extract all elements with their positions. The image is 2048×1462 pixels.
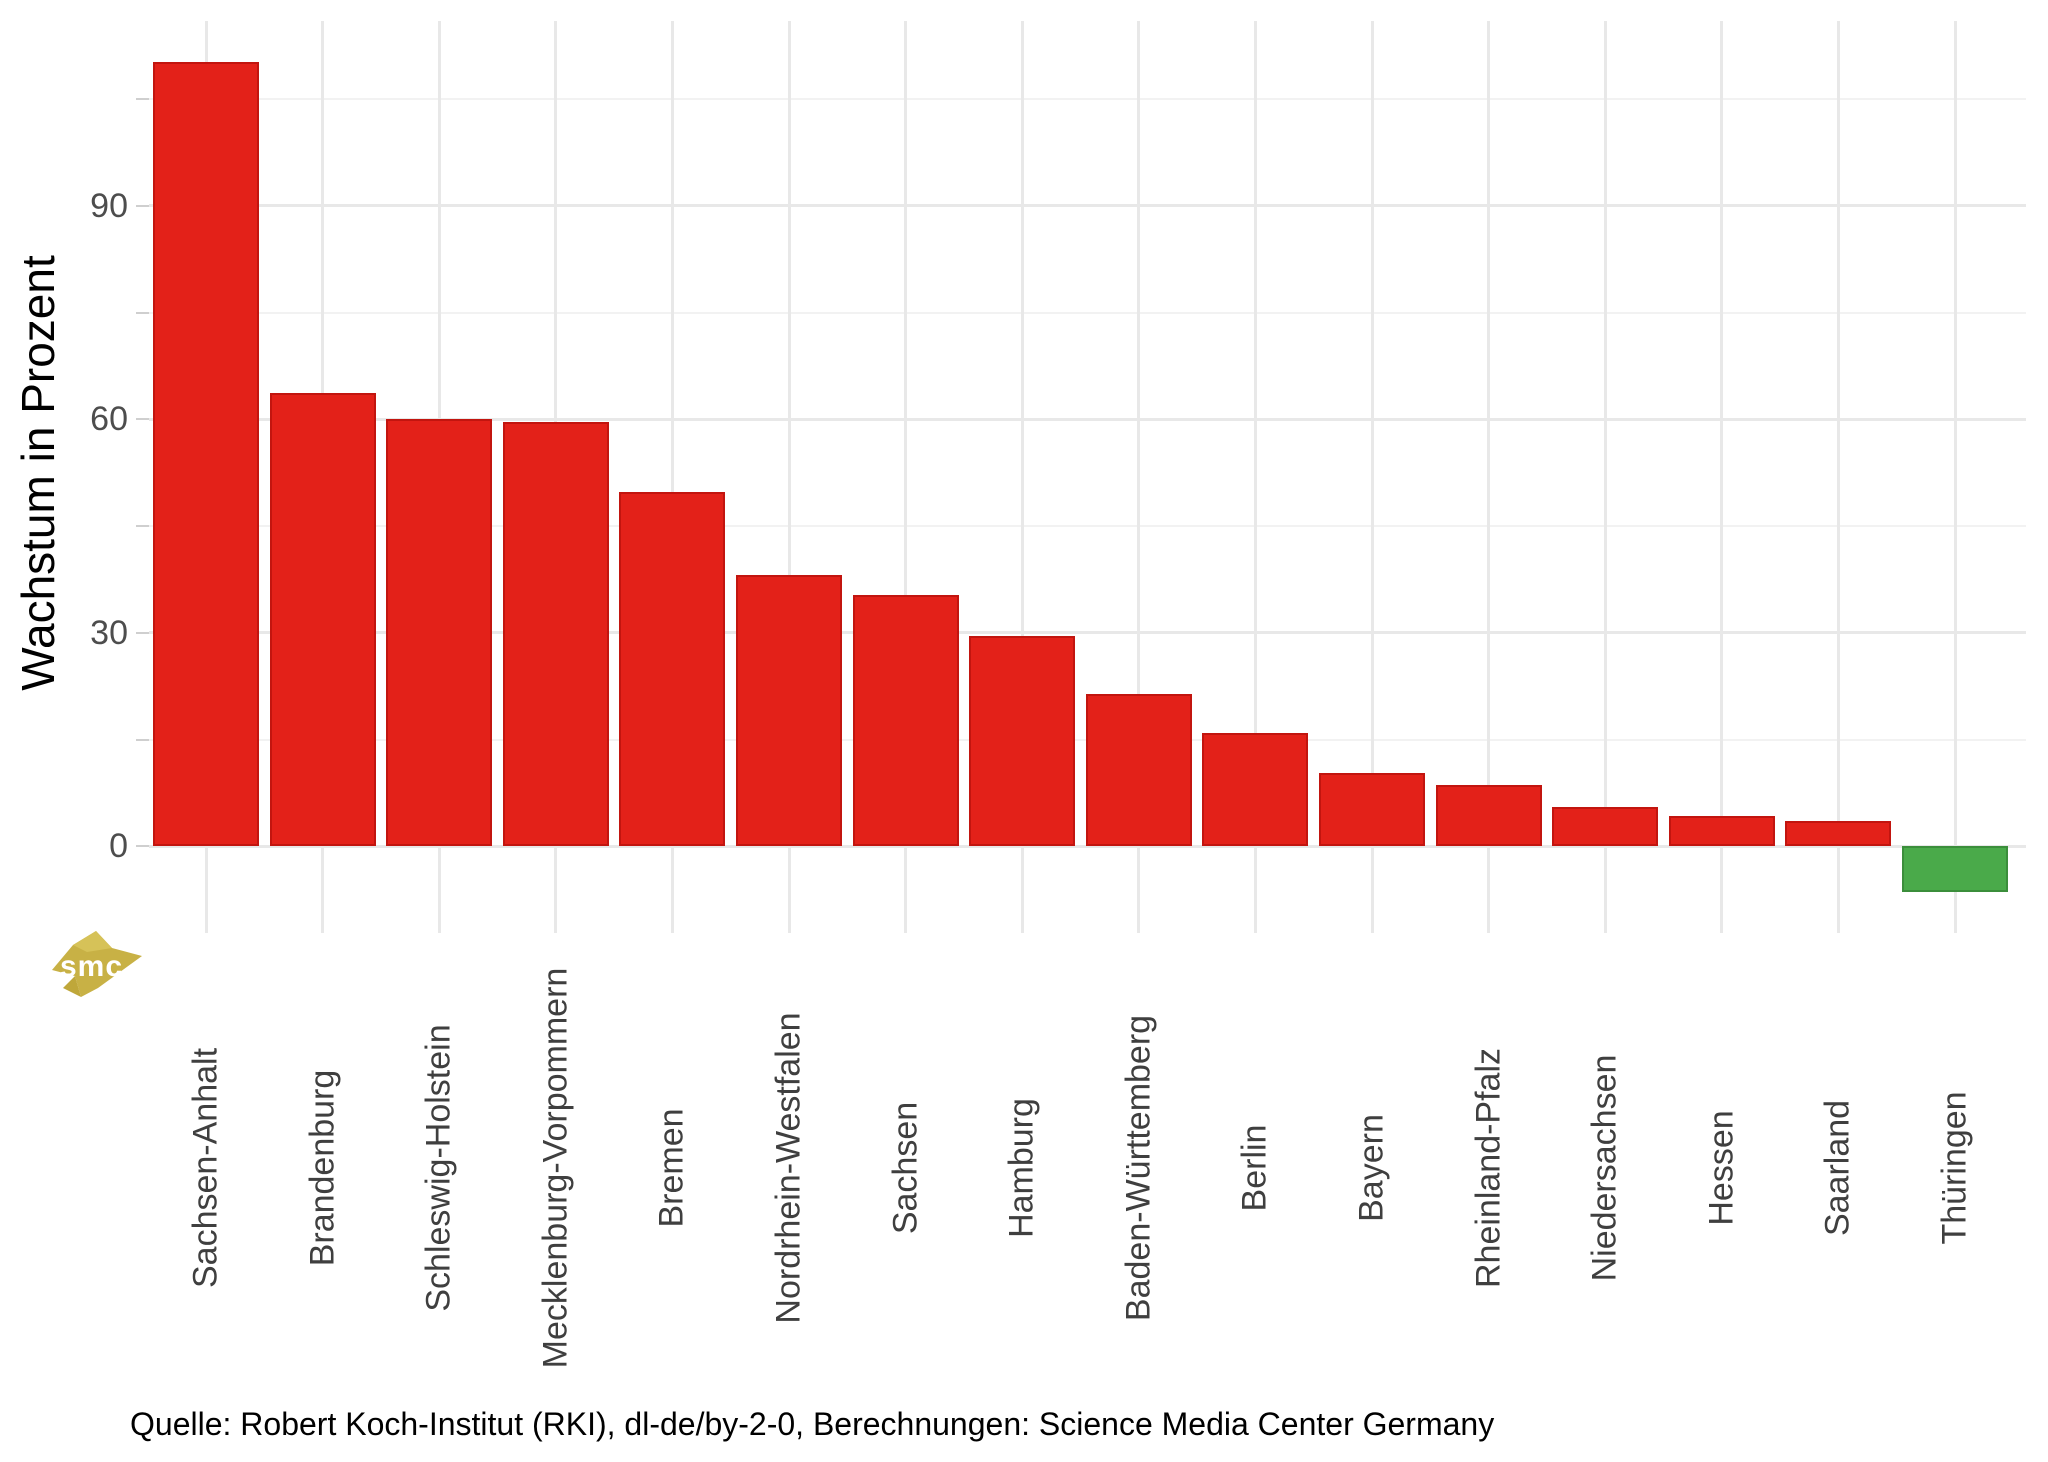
bar-sachsen [852,595,959,847]
gridline-major [149,844,2026,848]
bar-bremen [619,491,726,847]
x-axis-label: Hessen [1702,1110,1741,1226]
gridline-vertical [1137,21,1141,933]
smc-logo-shape [52,931,142,997]
x-axis-label: Thüringen [1935,1091,1974,1245]
gridline-vertical [670,21,674,933]
x-axis-label: Saarland [1818,1099,1857,1237]
gridline-vertical [1487,21,1491,933]
bar-nordrhein-westfalen [736,575,842,847]
x-axis-label: Berlin [1235,1124,1274,1212]
x-axis-label: Nordrhein-Westfalen [769,1012,808,1324]
y-axis-tick [136,845,149,848]
bar-hessen [1668,816,1775,847]
bar-hamburg [969,636,1076,847]
gridline-minor [149,98,2026,101]
gridline-vertical [1603,21,1607,933]
smc-logo: smc [52,931,142,997]
gridline-vertical [787,21,791,933]
bar-schleswig-holstein [386,418,493,847]
bar-saarland [1785,821,1892,847]
x-axis-label: Niedersachsen [1585,1054,1624,1282]
gridline-major [149,204,2026,208]
smc-logo-facet [73,931,112,952]
y-axis-title: Wachstum in Prozent [12,255,64,691]
x-axis-label: Sachsen [886,1101,925,1235]
bar-baden-w-rttemberg [1085,693,1192,847]
y-axis-tick [136,98,149,101]
x-axis-label: Bayern [1352,1114,1391,1222]
gridline-vertical [1720,21,1724,933]
bar-berlin [1202,733,1309,847]
gridline-minor [149,525,2026,528]
y-axis-tick [136,631,149,634]
x-axis-label: Baden-Württemberg [1119,1014,1158,1322]
x-axis-label: Hamburg [1002,1098,1041,1238]
x-axis-label: Brandenburg [303,1069,342,1267]
bar-brandenburg [269,393,376,847]
y-axis-tick-label: 90 [90,186,128,225]
x-axis-label: Rheinland-Pfalz [1469,1047,1508,1289]
gridline-major [149,631,2026,635]
y-axis-tick-label: 30 [90,613,128,652]
bar-niedersachsen [1552,807,1659,847]
source-caption: Quelle: Robert Koch-Institut (RKI), dl-d… [130,1406,1495,1442]
bar-sachsen-anhalt [153,62,259,847]
y-axis-tick [136,738,149,741]
gridline-vertical [1253,21,1257,933]
smc-logo-facet2 [63,976,81,997]
gridline-vertical [904,21,908,933]
bar-rheinland-pfalz [1435,785,1542,847]
y-axis-tick [136,525,149,528]
bar-bayern [1319,772,1425,847]
y-axis-tick [136,418,149,421]
smc-logo-text: smc [60,950,123,983]
gridline-major [149,417,2026,421]
gridline-vertical [1370,21,1374,933]
y-axis-tick [136,311,149,314]
gridline-vertical [1020,21,1024,933]
x-axis-label: Schleswig-Holstein [419,1024,458,1312]
bar-mecklenburg-vorpommern [502,422,609,847]
bar-th-ringen [1902,846,2008,893]
y-axis-tick-label: 60 [90,400,128,439]
x-axis-label: Mecklenburg-Vorpommern [536,967,575,1369]
gridline-minor [149,311,2026,314]
gridline-vertical [1836,21,1840,933]
y-axis-tick [136,204,149,207]
y-axis-tick-label: 0 [109,827,128,866]
x-axis-label: Sachsen-Anhalt [186,1047,225,1289]
gridline-vertical [1953,21,1957,933]
x-axis-label: Bremen [652,1108,691,1228]
